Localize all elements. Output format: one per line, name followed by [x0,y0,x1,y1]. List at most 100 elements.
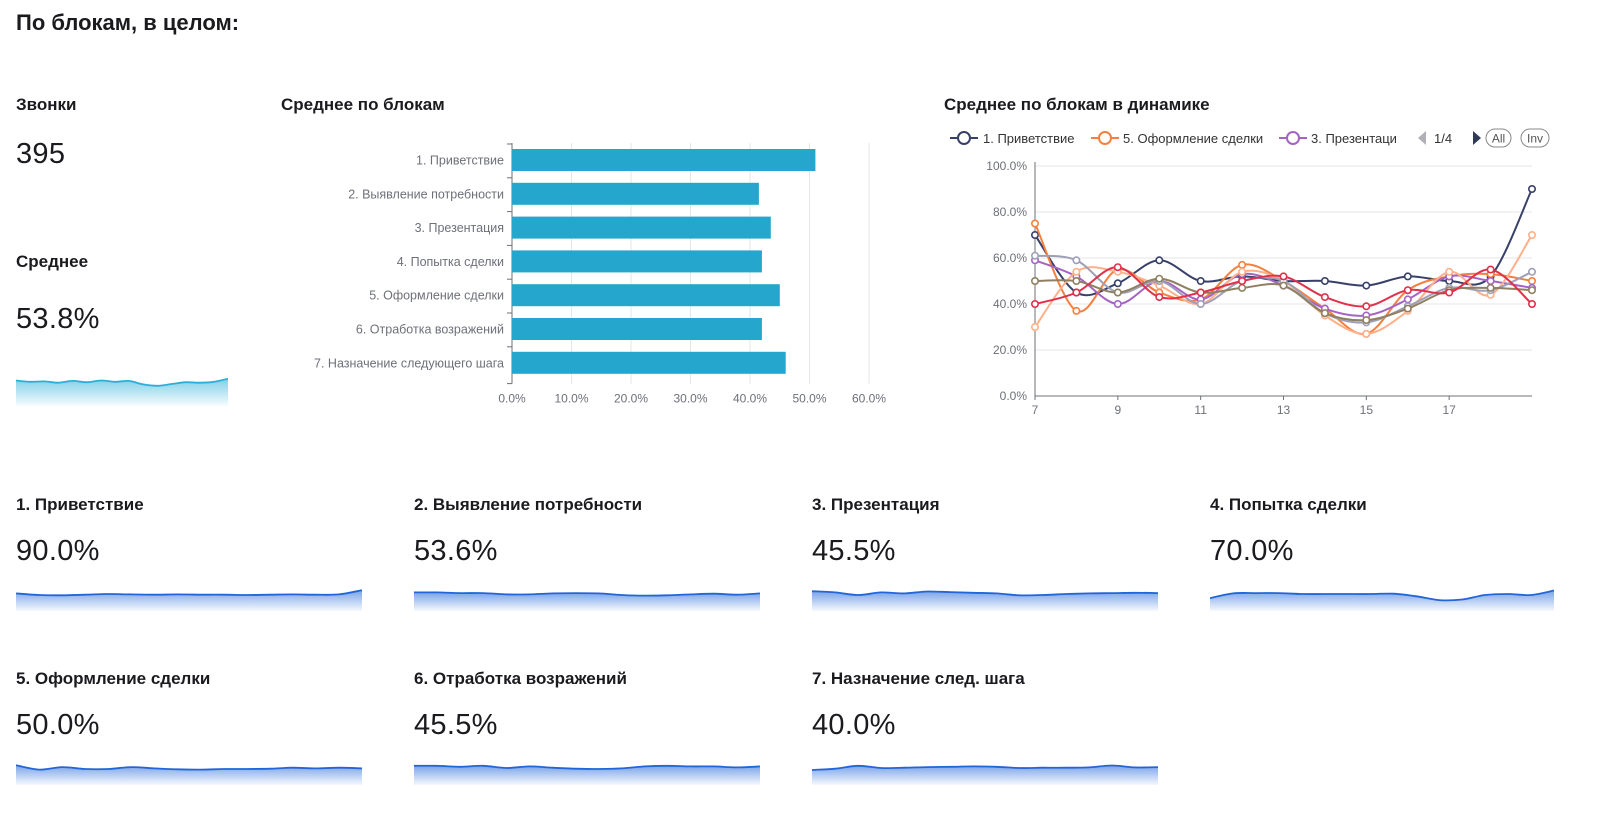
line-point[interactable] [1320,293,1329,302]
block-sparkline-7 [812,764,1158,785]
line-y-tick-label: 80.0% [993,205,1027,219]
line-point[interactable] [1113,288,1122,297]
line-point[interactable] [1486,277,1495,286]
bar-x-tick-label: 60.0% [852,392,886,406]
line-point[interactable] [1279,272,1288,281]
block-spark-1-line [16,589,362,597]
legend-label-3: 3. Презентаци [1311,131,1397,146]
line-chart-title: Среднее по блокам в динамике [944,95,1210,114]
line-point[interactable] [1031,323,1040,332]
bar-x-tick-label: 30.0% [673,392,707,406]
line-point[interactable] [1238,267,1247,276]
legend-next-icon[interactable] [1473,131,1481,145]
block-title-3: 3. Презентация [812,495,940,514]
block-title-2: 2. Выявление потребности [414,495,643,514]
bar-4[interactable] [512,250,762,273]
average-spark-line [16,377,228,387]
line-chart: 0.0% 20.0% 40.0% 60.0% 80.0% 100.0% 7 9 11 13 15 17 [986,159,1536,417]
bar-5[interactable] [512,284,780,307]
line-point[interactable] [1196,288,1205,297]
line-point[interactable] [1362,281,1371,290]
block-spark-5-area [16,765,362,785]
block-spark-3-area [812,591,1158,611]
line-point[interactable] [1320,309,1329,318]
line-x-tick-label: 15 [1360,403,1374,417]
bar-7[interactable] [512,351,786,374]
line-y-tick-label: 60.0% [993,251,1027,265]
line-point[interactable] [1527,231,1536,240]
legend-prev-icon[interactable] [1418,131,1426,145]
line-point[interactable] [1403,286,1412,295]
line-point[interactable] [1196,300,1205,309]
line-point[interactable] [1362,302,1371,311]
bar-3[interactable] [512,216,771,239]
line-point[interactable] [1527,300,1536,309]
line-point[interactable] [1155,293,1164,302]
bar-category-label: 7. Назначение следующего шага [314,356,504,370]
block-value-1: 90.0% [16,535,100,567]
legend-inv-button[interactable]: Inv [1520,128,1550,148]
line-point[interactable] [1196,277,1205,286]
line-point[interactable] [1155,256,1164,265]
line-point[interactable] [1320,277,1329,286]
line-point[interactable] [1362,329,1371,338]
line-point[interactable] [1238,260,1247,269]
bar-chart-title: Среднее по блокам [281,95,445,114]
line-point[interactable] [1486,265,1495,274]
bar-1[interactable] [512,149,816,171]
block-value-4: 70.0% [1210,535,1294,567]
line-point[interactable] [1279,281,1288,290]
block-value-7: 40.0% [812,709,896,741]
legend-label-1: 1. Приветствие [983,131,1075,146]
line-x-tick-label: 9 [1114,403,1121,417]
block-spark-7-area [812,765,1158,785]
average-value: 53.8% [16,303,100,335]
page-title: По блокам, в целом: [16,10,240,35]
line-chart-legend: 1. Приветствие 5. Оформление сделки 3. П… [950,126,1600,152]
legend-all-button[interactable]: All [1485,128,1512,148]
line-point[interactable] [1445,267,1454,276]
block-value-6: 45.5% [414,709,498,741]
legend-item-3[interactable]: 3. Презентаци [1279,131,1397,146]
line-point[interactable] [1072,256,1081,265]
line-point[interactable] [1031,219,1040,228]
line-point[interactable] [1031,251,1040,260]
line-point[interactable] [1527,286,1536,295]
line-point[interactable] [1155,274,1164,283]
block-spark-2-line [414,591,760,597]
line-point[interactable] [1113,279,1122,288]
bar-category-label: 5. Оформление сделки [369,289,504,303]
line-point[interactable] [1403,295,1412,304]
line-point[interactable] [1031,277,1040,286]
bar-x-tick-label: 50.0% [792,392,826,406]
line-point[interactable] [1445,288,1454,297]
line-point[interactable] [1362,316,1371,325]
line-point[interactable] [1072,306,1081,315]
legend-label-2: 5. Оформление сделки [1123,131,1263,146]
legend-all-label: All [1492,132,1505,146]
block-sparkline-1 [16,589,362,611]
line-point[interactable] [1238,283,1247,292]
line-point[interactable] [1072,267,1081,276]
bar-2[interactable] [512,182,759,205]
line-point[interactable] [1527,277,1536,286]
legend-item-1[interactable]: 1. Приветствие [950,131,1075,146]
line-point[interactable] [1113,300,1122,309]
line-point[interactable] [1031,231,1040,240]
line-point[interactable] [1072,288,1081,297]
line-point[interactable] [1238,277,1247,286]
bar-x-tick-label: 20.0% [614,392,648,406]
line-point[interactable] [1527,184,1536,193]
line-point[interactable] [1403,304,1412,313]
block-title-4: 4. Попытка сделки [1210,495,1367,514]
bar-6[interactable] [512,318,762,340]
legend-item-2[interactable]: 5. Оформление сделки [1091,131,1263,146]
bar-category-label: 4. Попытка сделки [397,255,504,269]
line-point[interactable] [1403,272,1412,281]
line-point[interactable] [1527,267,1536,276]
line-point[interactable] [1072,277,1081,286]
line-point[interactable] [1113,263,1122,272]
line-point[interactable] [1031,300,1040,309]
line-point[interactable] [1486,283,1495,292]
block-spark-6-area [414,765,760,785]
